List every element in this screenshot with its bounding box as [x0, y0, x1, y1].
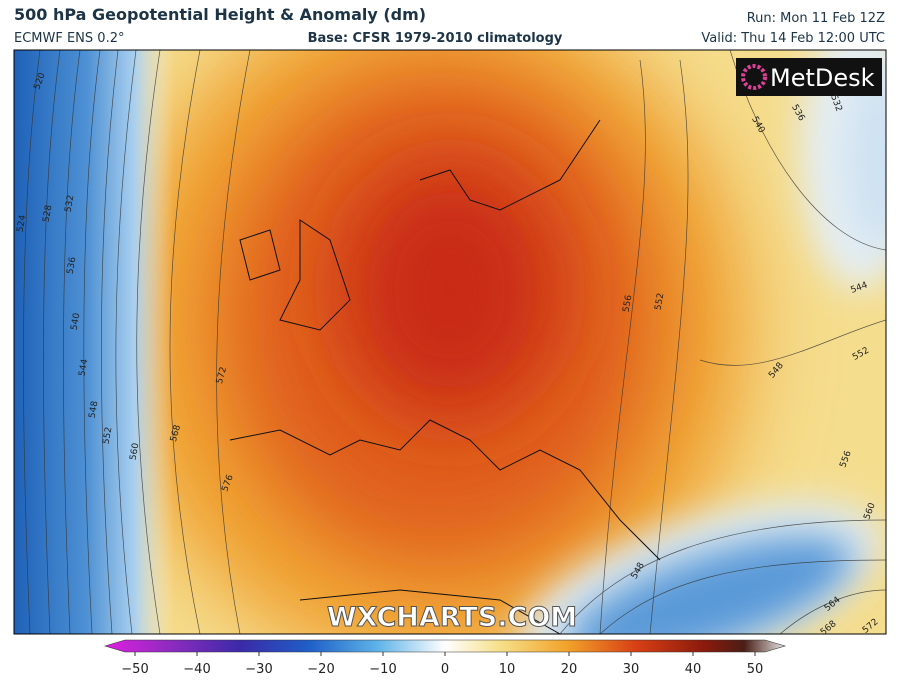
- contour-label: 524: [16, 214, 29, 233]
- contour-label: 568: [169, 424, 183, 443]
- contour-label: 548: [88, 400, 101, 419]
- run: Run: Mon 11 Feb 12Z: [747, 11, 885, 26]
- contour-label: 540: [70, 312, 83, 331]
- map-frame: [13, 49, 887, 635]
- colorbar-tick-label: 0: [441, 662, 449, 677]
- colorbar-tick-label: 30: [623, 662, 640, 677]
- colorbar-tick-label: 10: [499, 662, 516, 677]
- map: [14, 50, 886, 634]
- contour-label: 552: [654, 292, 667, 311]
- base: Base: CFSR 1979-2010 climatology: [308, 31, 563, 46]
- colorbar-tick-label: −50: [121, 662, 148, 677]
- colorbar-tick-label: 40: [685, 662, 702, 677]
- contour-label: 572: [215, 366, 229, 385]
- logo-box: [736, 58, 882, 96]
- model: ECMWF ENS 0.2°: [14, 31, 124, 46]
- contour-label: 528: [42, 204, 55, 223]
- contour-label: 544: [78, 358, 91, 377]
- watermark: WXCHARTS.COM: [327, 602, 577, 633]
- colorbar: [103, 639, 787, 653]
- colorbar-tick-label: −10: [369, 662, 396, 677]
- title: 500 hPa Geopotential Height & Anomaly (d…: [14, 5, 426, 24]
- contour-label: 532: [64, 194, 77, 213]
- contour-label: 556: [622, 294, 635, 313]
- logo-icon: [741, 64, 767, 90]
- colorbar-tick-label: −30: [245, 662, 272, 677]
- logo: MetDesk: [770, 64, 875, 92]
- valid: Valid: Thu 14 Feb 12:00 UTC: [701, 31, 885, 46]
- colorbar-tick-label: 20: [561, 662, 578, 677]
- contour-label: 560: [129, 442, 142, 461]
- colorbar-tick-label: −40: [183, 662, 210, 677]
- colorbar-tick-label: −20: [307, 662, 334, 677]
- contour-label: 536: [66, 256, 79, 275]
- contour-label: 552: [102, 426, 115, 445]
- colorbar-tick-label: 50: [747, 662, 764, 677]
